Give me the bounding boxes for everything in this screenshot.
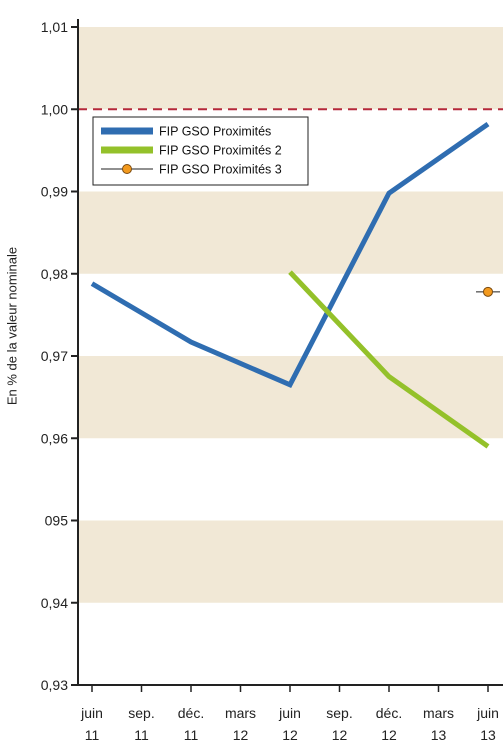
x-tick-month: juin — [278, 705, 301, 721]
x-tick-month: sep. — [326, 705, 352, 721]
x-tick-month: mars — [225, 705, 256, 721]
legend: FIP GSO Proximités FIP GSO Proximités 2 FI… — [92, 116, 309, 186]
band-2 — [78, 356, 503, 439]
y-tick-label: 0,94 — [41, 595, 68, 611]
x-tick-year: 13 — [480, 727, 496, 743]
x-tick-month: mars — [423, 705, 454, 721]
y-tick-label: 0,98 — [41, 266, 68, 282]
y-axis-ticks: 1,01 1,00 0,99 0,98 0,97 0,96 095 0,94 0,93 — [41, 19, 78, 693]
series-2-line — [288, 270, 490, 449]
y-tick-label: 1,01 — [41, 19, 68, 35]
x-tick-year: 13 — [431, 727, 447, 743]
x-tick-year: 12 — [233, 727, 249, 743]
y-tick-label: 0,99 — [41, 184, 68, 200]
x-tick-year: 12 — [332, 727, 348, 743]
x-tick-year: 12 — [282, 727, 298, 743]
legend-marker-3 — [122, 164, 132, 174]
x-tick-month: déc. — [178, 705, 204, 721]
band-0 — [78, 27, 503, 110]
x-tick-month: juin — [476, 705, 499, 721]
y-tick-label: 095 — [45, 513, 69, 529]
y-axis-label: En % de la valeur nominale — [5, 247, 20, 405]
series-3-point — [483, 286, 493, 297]
background-bands — [78, 27, 503, 603]
band-1 — [78, 191, 503, 274]
x-tick-month: sep. — [128, 705, 154, 721]
series-1-line — [90, 122, 490, 389]
y-tick-label: 0,97 — [41, 348, 68, 364]
legend-label-2: FIP GSO Proximités 2 — [159, 144, 282, 158]
x-tick-month: déc. — [376, 705, 402, 721]
x-tick-month: juin — [80, 705, 103, 721]
x-tick-year: 11 — [134, 727, 149, 743]
y-tick-label: 0,93 — [41, 677, 68, 693]
x-axis-ticks: juin 11 sep. 11 déc. 11 mars 12 juin 12 sep. 12 déc.… — [80, 685, 499, 743]
legend-label-3: FIP GSO Proximités 3 — [159, 163, 282, 177]
band-3 — [78, 520, 503, 603]
y-tick-label: 0,96 — [41, 430, 68, 446]
x-tick-year: 11 — [85, 727, 100, 743]
x-tick-year: 11 — [184, 727, 199, 743]
legend-label-1: FIP GSO Proximités — [159, 125, 271, 139]
y-tick-label: 1,00 — [41, 101, 68, 117]
series — [90, 122, 500, 449]
x-tick-year: 12 — [381, 727, 397, 743]
